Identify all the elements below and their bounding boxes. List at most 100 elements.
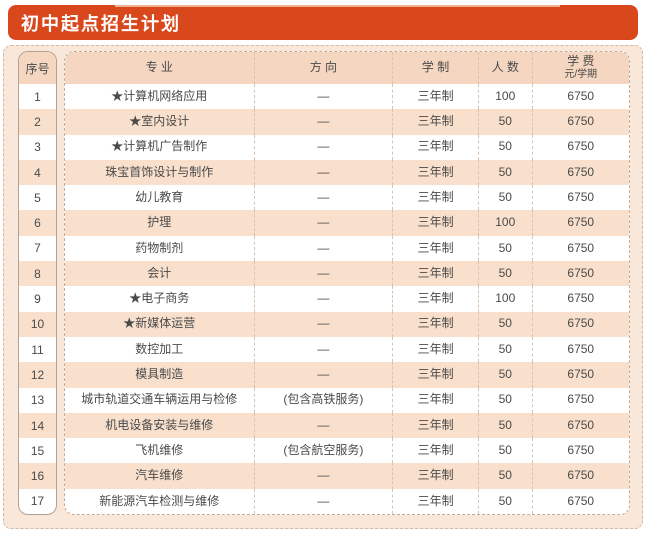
table-row: 幼儿教育 — 三年制 50 6750 — [65, 185, 629, 211]
cell-count: 50 — [479, 134, 533, 160]
table-row: 药物制剂 — 三年制 50 6750 — [65, 235, 629, 262]
cell-duration: 三年制 — [393, 336, 479, 363]
cell-direction: — — [255, 134, 394, 160]
cell-duration: 三年制 — [393, 134, 479, 160]
cell-major: 新能源汽车检测与维修 — [65, 488, 255, 514]
seq-cell: 1 — [34, 89, 41, 104]
cell-direction: (包含高铁服务) — [255, 387, 394, 413]
cell-direction: — — [255, 311, 394, 337]
cell-major: 幼儿教育 — [65, 185, 255, 211]
seq-cell: 14 — [19, 412, 56, 439]
cell-fee: 6750 — [567, 291, 595, 306]
cell-fee: 6750 — [567, 417, 595, 432]
cell-major: ★计算机广告制作 — [65, 134, 255, 160]
table-header-row: 专 业 方 向 学 制 人 数 学 费 元/学期 — [65, 52, 629, 84]
cell-count: 50 — [479, 438, 533, 464]
cell-direction: — — [255, 235, 394, 262]
cell-count: 50 — [479, 261, 533, 287]
seq-cell: 15 — [30, 443, 45, 458]
cell-duration: 三年制 — [393, 463, 479, 489]
cell-direction: — — [255, 159, 394, 186]
cropped-banner-edge — [115, 5, 560, 7]
seq-cell: 4 — [19, 159, 56, 186]
cell-direction: — — [255, 185, 394, 211]
cell-direction: — — [255, 412, 394, 439]
table-row: ★室内设计 — 三年制 50 6750 — [65, 109, 629, 135]
cell-direction: — — [255, 261, 394, 287]
seq-cell: 7 — [34, 241, 41, 256]
section-title-banner: 初中起点招生计划 — [8, 5, 638, 40]
seq-cell: 2 — [19, 109, 56, 135]
seq-cell: 11 — [31, 342, 44, 357]
cell-fee: 6750 — [567, 265, 595, 280]
table-row: ★计算机网络应用 — 三年制 100 6750 — [65, 84, 629, 110]
table-row: 飞机维修 (包含航空服务) 三年制 50 6750 — [65, 438, 629, 464]
fee-header-unit-top: 学 费 — [567, 54, 595, 69]
cell-duration: 三年制 — [393, 235, 479, 262]
cell-fee: 6750 — [567, 367, 595, 382]
cell-major: ★室内设计 — [65, 109, 255, 135]
cell-duration: 三年制 — [393, 488, 479, 514]
column-header-duration: 学 制 — [393, 52, 479, 84]
cell-fee: 6750 — [567, 189, 595, 204]
cell-fee: 6750 — [567, 442, 595, 457]
table-row: 汽车维修 — 三年制 50 6750 — [65, 463, 629, 489]
cell-direction: — — [255, 362, 394, 388]
cell-major: 会计 — [65, 261, 255, 287]
cell-count: 50 — [479, 488, 533, 514]
cell-major: 汽车维修 — [65, 463, 255, 489]
cell-duration: 三年制 — [393, 185, 479, 211]
table-row: ★新媒体运营 — 三年制 50 6750 — [65, 311, 629, 337]
seq-cell: 9 — [34, 292, 41, 307]
cell-count: 50 — [479, 336, 533, 363]
cell-duration: 三年制 — [393, 387, 479, 413]
cell-count: 100 — [479, 286, 533, 312]
seq-cell: 13 — [30, 393, 45, 408]
seq-column: 序号 1 2 3 4 5 6 7 8 9 10 11 12 13 14 15 16 17 — [18, 51, 57, 515]
table-row: 机电设备安装与维修 — 三年制 50 6750 — [65, 412, 629, 439]
seq-cell: 5 — [34, 190, 41, 205]
seq-cell: 12 — [19, 362, 56, 388]
cell-major: 城市轨道交通车辆运用与检修 — [65, 387, 255, 413]
column-header-direction: 方 向 — [255, 52, 394, 84]
cell-fee: 6750 — [567, 468, 595, 483]
cell-duration: 三年制 — [393, 311, 479, 337]
cell-count: 50 — [479, 311, 533, 337]
cell-duration: 三年制 — [393, 159, 479, 186]
cell-count: 50 — [479, 159, 533, 186]
column-header-major: 专 业 — [65, 52, 255, 84]
table-row: 新能源汽车检测与维修 — 三年制 50 6750 — [65, 488, 629, 514]
table-row: 会计 — 三年制 50 6750 — [65, 261, 629, 287]
cell-major: ★计算机网络应用 — [65, 84, 255, 110]
cell-major: 模具制造 — [65, 362, 255, 388]
cell-count: 50 — [479, 185, 533, 211]
cell-direction: — — [255, 336, 394, 363]
seq-cell: 17 — [30, 494, 45, 509]
cell-major: 飞机维修 — [65, 438, 255, 464]
cell-direction: — — [255, 488, 394, 514]
cell-major: 护理 — [65, 210, 255, 236]
cell-major: ★新媒体运营 — [65, 311, 255, 337]
cell-fee: 6750 — [567, 139, 595, 154]
table-row: ★计算机广告制作 — 三年制 50 6750 — [65, 134, 629, 160]
cell-duration: 三年制 — [393, 438, 479, 464]
cell-duration: 三年制 — [393, 210, 479, 236]
cell-duration: 三年制 — [393, 412, 479, 439]
cell-direction: — — [255, 84, 394, 110]
table-row: 护理 — 三年制 100 6750 — [65, 210, 629, 236]
cell-direction: — — [255, 109, 394, 135]
cell-fee: 6750 — [567, 316, 595, 331]
cell-count: 50 — [479, 412, 533, 439]
cell-count: 50 — [479, 387, 533, 413]
table-panel: 序号 1 2 3 4 5 6 7 8 9 10 11 12 13 14 15 16 17 专 业 方 向 学 制… — [3, 45, 643, 529]
cell-major: 药物制剂 — [65, 235, 255, 262]
column-header-count: 人 数 — [479, 52, 533, 84]
cell-direction: — — [255, 463, 394, 489]
cell-direction: — — [255, 286, 394, 312]
column-header-no: 序号 — [19, 52, 56, 84]
cell-duration: 三年制 — [393, 362, 479, 388]
cell-count: 50 — [479, 362, 533, 388]
cell-fee: 6750 — [567, 240, 595, 255]
cell-major: 数控加工 — [65, 336, 255, 363]
cell-direction: (包含航空服务) — [255, 438, 394, 464]
